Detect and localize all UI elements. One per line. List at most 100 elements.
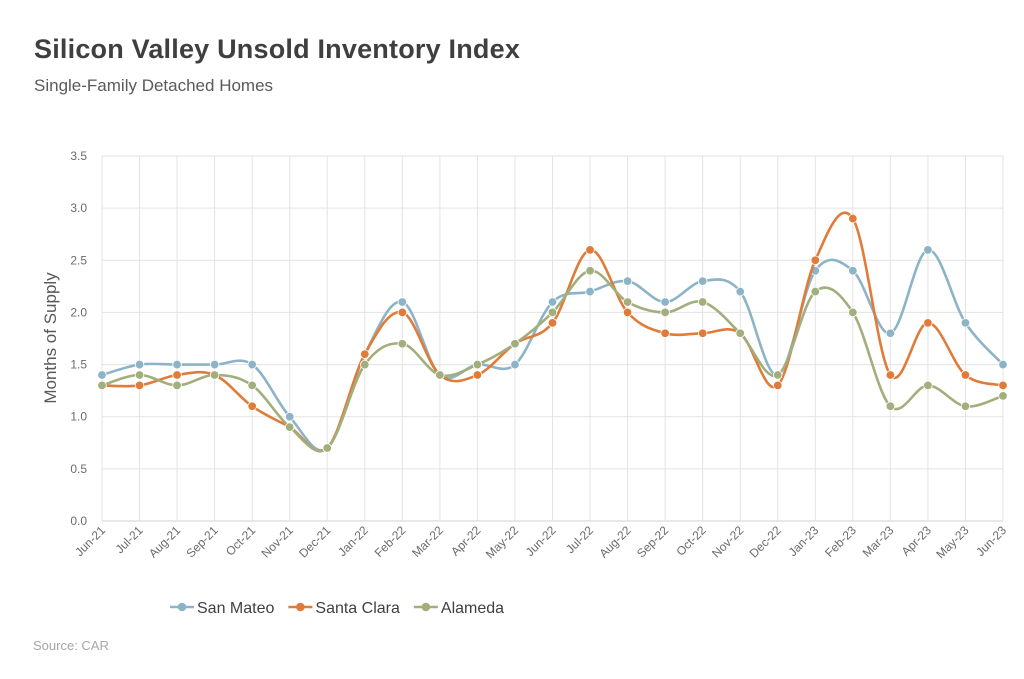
- y-tick-label: 1.0: [70, 410, 87, 424]
- x-tick-label: May-23: [933, 523, 971, 561]
- data-point: [397, 307, 408, 318]
- x-tick-label: Oct-22: [673, 523, 709, 559]
- legend-marker: [296, 602, 305, 612]
- x-tick-label: Dec-22: [747, 523, 784, 560]
- x-tick-label: Jun-23: [973, 523, 1009, 559]
- data-point: [622, 307, 633, 318]
- x-tick-label: Sep-22: [634, 523, 671, 560]
- data-point: [209, 359, 220, 370]
- data-point: [247, 401, 257, 411]
- data-point: [622, 276, 633, 286]
- data-point: [773, 370, 783, 380]
- y-tick-label: 0.5: [70, 462, 87, 476]
- data-point: [848, 266, 858, 276]
- data-point: [848, 307, 858, 318]
- x-tick-label: Mar-22: [409, 523, 446, 560]
- data-point: [472, 359, 483, 370]
- y-axis-ticks: 0.0 0.5 1.0 1.5 2.0 2.5 3.0 3.5: [70, 149, 87, 528]
- series-line: [101, 211, 1004, 453]
- data-point: [810, 286, 820, 297]
- x-tick-label: Jul-21: [113, 523, 146, 556]
- x-tick-label: Feb-22: [372, 523, 409, 560]
- data-point: [998, 391, 1008, 401]
- legend-label: San Mateo: [197, 600, 274, 617]
- x-tick-label: Jan-22: [335, 523, 371, 559]
- data-point: [660, 307, 670, 318]
- data-point: [960, 401, 971, 411]
- data-point: [697, 297, 708, 307]
- x-axis-ticks: Jun-21 Jul-21 Aug-21 Sep-21 Oct-21 Nov-21 Dec-…: [72, 523, 1009, 561]
- data-point: [510, 339, 520, 349]
- data-point: [285, 422, 295, 432]
- series-line: [101, 248, 1004, 452]
- data-point: [585, 286, 595, 297]
- x-tick-label: Dec-21: [296, 523, 333, 560]
- data-point: [697, 328, 708, 338]
- data-point: [960, 370, 971, 380]
- data-point: [547, 297, 558, 307]
- legend-marker: [421, 602, 431, 612]
- data-point: [397, 297, 408, 307]
- legend: San Mateo Santa Clara Alameda: [170, 600, 504, 617]
- data-point: [885, 401, 896, 411]
- data-point: [885, 370, 896, 380]
- data-point: [172, 359, 182, 370]
- series-group: [97, 211, 1008, 453]
- data-point: [585, 266, 595, 276]
- x-tick-label: Nov-21: [259, 523, 296, 560]
- data-point: [172, 380, 182, 391]
- data-point: [134, 359, 145, 370]
- data-point: [923, 380, 933, 391]
- data-point: [209, 370, 220, 380]
- data-point: [923, 245, 933, 255]
- x-tick-label: Oct-21: [223, 523, 259, 559]
- legend-label: Santa Clara: [315, 600, 400, 617]
- legend-marker: [177, 602, 187, 612]
- data-point: [435, 370, 445, 380]
- y-tick-label: 2.5: [70, 253, 87, 267]
- data-point: [134, 370, 145, 380]
- data-point: [97, 380, 107, 391]
- x-tick-label: Apr-22: [448, 523, 484, 559]
- data-point: [547, 307, 558, 318]
- y-tick-label: 3.0: [70, 201, 87, 215]
- data-point: [848, 213, 858, 224]
- series-alameda: [97, 266, 1008, 453]
- data-point: [998, 359, 1008, 370]
- data-point: [660, 297, 670, 307]
- data-point: [960, 318, 971, 328]
- data-point: [885, 328, 896, 338]
- x-tick-label: May-22: [483, 523, 521, 561]
- grid-lines: [101, 155, 1004, 522]
- x-tick-label: Jun-21: [72, 523, 108, 559]
- data-point: [97, 370, 107, 380]
- data-point: [360, 349, 370, 359]
- data-point: [360, 359, 370, 370]
- data-point: [134, 380, 145, 391]
- y-tick-label: 1.5: [70, 358, 87, 372]
- data-point: [923, 318, 933, 328]
- data-point: [622, 297, 633, 307]
- chart-title: Silicon Valley Unsold Inventory Index: [34, 34, 521, 64]
- data-point: [322, 443, 332, 453]
- data-point: [172, 370, 182, 380]
- x-tick-label: Mar-23: [860, 523, 897, 560]
- data-point: [773, 380, 783, 391]
- legend-label: Alameda: [441, 600, 504, 617]
- data-point: [735, 328, 745, 338]
- data-point: [735, 286, 745, 297]
- data-point: [810, 255, 820, 265]
- source-note: Source: CAR: [33, 638, 109, 653]
- x-tick-label: Sep-21: [183, 523, 220, 560]
- data-point: [472, 370, 483, 380]
- chart-subtitle: Single-Family Detached Homes: [34, 76, 274, 95]
- data-point: [247, 359, 257, 370]
- x-tick-label: Jan-23: [786, 523, 822, 559]
- legend-item: Santa Clara: [288, 600, 400, 617]
- y-axis-label: Months of Supply: [41, 272, 60, 404]
- data-point: [998, 380, 1008, 391]
- y-tick-label: 3.5: [70, 149, 87, 163]
- x-tick-label: Nov-22: [709, 523, 746, 560]
- x-tick-label: Apr-23: [899, 523, 935, 559]
